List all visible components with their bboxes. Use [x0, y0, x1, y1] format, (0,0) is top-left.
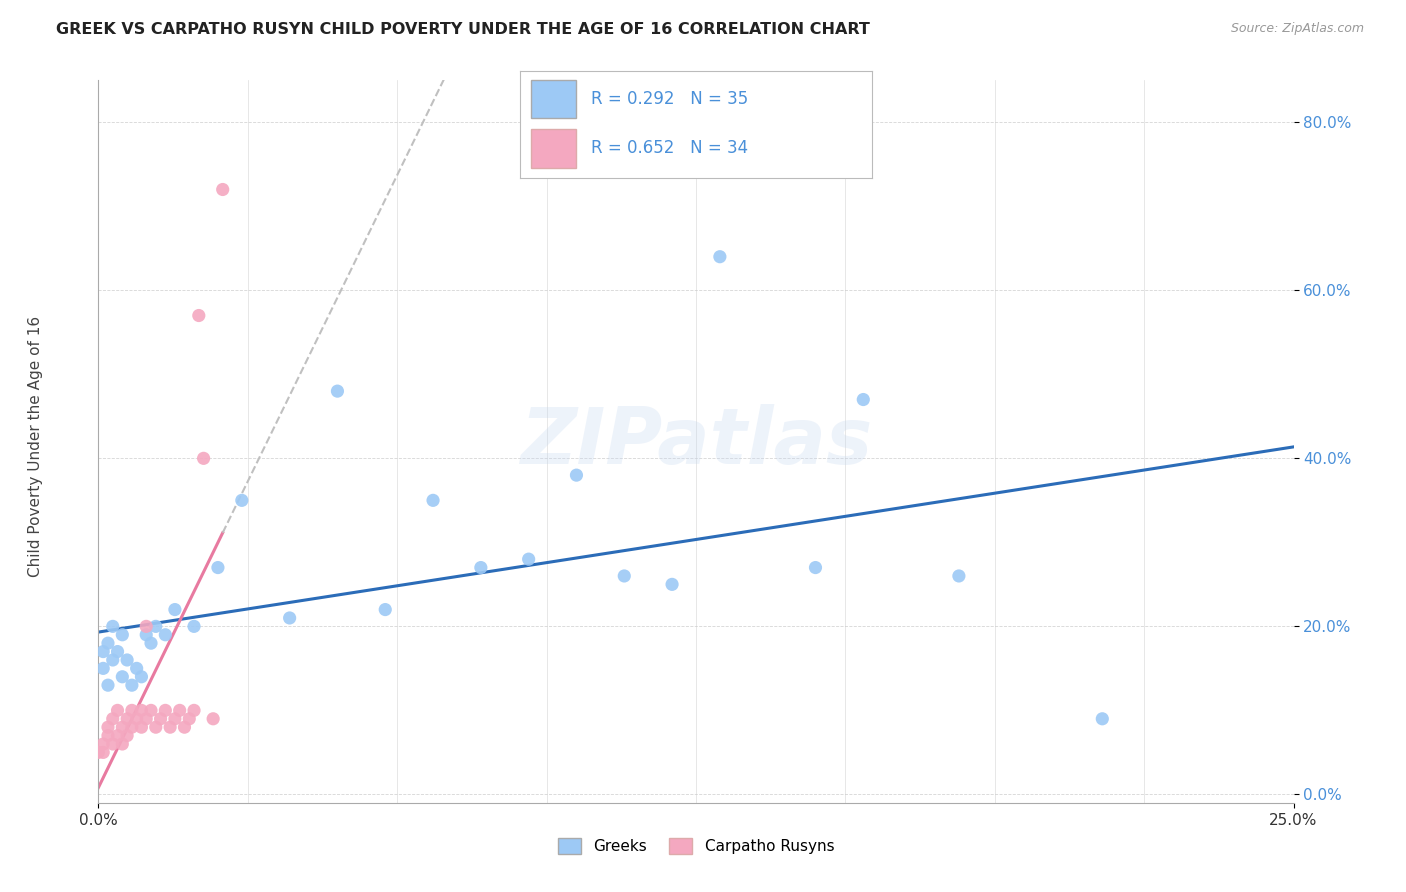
- Point: [131, 670, 153, 684]
- Point: [135, 712, 157, 726]
- Point: [121, 720, 143, 734]
- Point: [852, 392, 875, 407]
- Text: R = 0.652   N = 34: R = 0.652 N = 34: [591, 139, 748, 157]
- Point: [139, 636, 162, 650]
- Point: [91, 644, 114, 658]
- Point: [101, 619, 124, 633]
- Point: [149, 712, 172, 726]
- Point: [135, 619, 157, 633]
- Point: [101, 653, 124, 667]
- Point: [97, 678, 120, 692]
- Text: ZIPatlas: ZIPatlas: [520, 403, 872, 480]
- Point: [121, 703, 143, 717]
- Point: [115, 712, 138, 726]
- Point: [211, 182, 233, 196]
- Text: Child Poverty Under the Age of 16: Child Poverty Under the Age of 16: [28, 316, 42, 576]
- Point: [179, 712, 201, 726]
- Point: [155, 703, 177, 717]
- Point: [202, 712, 225, 726]
- Text: GREEK VS CARPATHO RUSYN CHILD POVERTY UNDER THE AGE OF 16 CORRELATION CHART: GREEK VS CARPATHO RUSYN CHILD POVERTY UN…: [56, 22, 870, 37]
- Point: [145, 720, 167, 734]
- Point: [91, 661, 114, 675]
- Point: [115, 729, 138, 743]
- Point: [97, 729, 120, 743]
- Point: [139, 703, 162, 717]
- Point: [470, 560, 492, 574]
- Point: [87, 745, 110, 759]
- Point: [804, 560, 827, 574]
- Point: [173, 720, 195, 734]
- Bar: [531, 80, 576, 119]
- Point: [111, 628, 134, 642]
- Point: [565, 468, 588, 483]
- Bar: [531, 129, 576, 168]
- Legend: Greeks, Carpatho Rusyns: Greeks, Carpatho Rusyns: [551, 832, 841, 860]
- Point: [517, 552, 540, 566]
- Point: [111, 737, 134, 751]
- Point: [145, 619, 167, 633]
- Point: [948, 569, 970, 583]
- Point: [155, 628, 177, 642]
- Point: [131, 720, 153, 734]
- Point: [159, 720, 181, 734]
- Point: [91, 737, 114, 751]
- Point: [422, 493, 444, 508]
- Point: [183, 703, 205, 717]
- Point: [131, 703, 153, 717]
- Point: [183, 619, 205, 633]
- Point: [1091, 712, 1114, 726]
- Point: [709, 250, 731, 264]
- Point: [97, 636, 120, 650]
- Point: [326, 384, 349, 398]
- Point: [661, 577, 683, 591]
- Point: [101, 737, 124, 751]
- Point: [101, 712, 124, 726]
- Point: [115, 653, 138, 667]
- Text: Source: ZipAtlas.com: Source: ZipAtlas.com: [1230, 22, 1364, 36]
- Point: [613, 569, 636, 583]
- Text: R = 0.292   N = 35: R = 0.292 N = 35: [591, 90, 748, 108]
- Point: [107, 729, 129, 743]
- Point: [125, 661, 148, 675]
- Point: [163, 712, 186, 726]
- Point: [278, 611, 301, 625]
- Point: [125, 712, 148, 726]
- Point: [169, 703, 191, 717]
- Point: [135, 628, 157, 642]
- Point: [111, 670, 134, 684]
- Point: [374, 602, 396, 616]
- Point: [207, 560, 229, 574]
- Point: [187, 309, 209, 323]
- Point: [231, 493, 253, 508]
- Point: [107, 703, 129, 717]
- Point: [193, 451, 215, 466]
- Point: [97, 720, 120, 734]
- Point: [111, 720, 134, 734]
- Point: [163, 602, 186, 616]
- Point: [91, 745, 114, 759]
- Point: [107, 644, 129, 658]
- Point: [121, 678, 143, 692]
